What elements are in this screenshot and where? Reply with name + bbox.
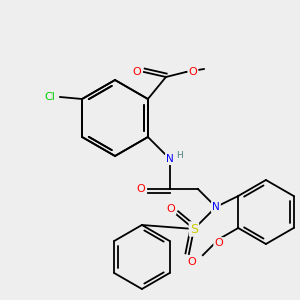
Text: O: O — [133, 67, 141, 77]
Text: N: N — [166, 154, 174, 164]
Text: H: H — [176, 151, 183, 160]
Text: S: S — [190, 223, 198, 236]
Text: N: N — [212, 202, 220, 212]
Text: O: O — [188, 67, 197, 77]
Text: O: O — [188, 257, 196, 267]
Text: O: O — [167, 204, 175, 214]
Text: O: O — [214, 238, 223, 248]
Text: Cl: Cl — [45, 92, 56, 102]
Text: O: O — [136, 184, 145, 194]
